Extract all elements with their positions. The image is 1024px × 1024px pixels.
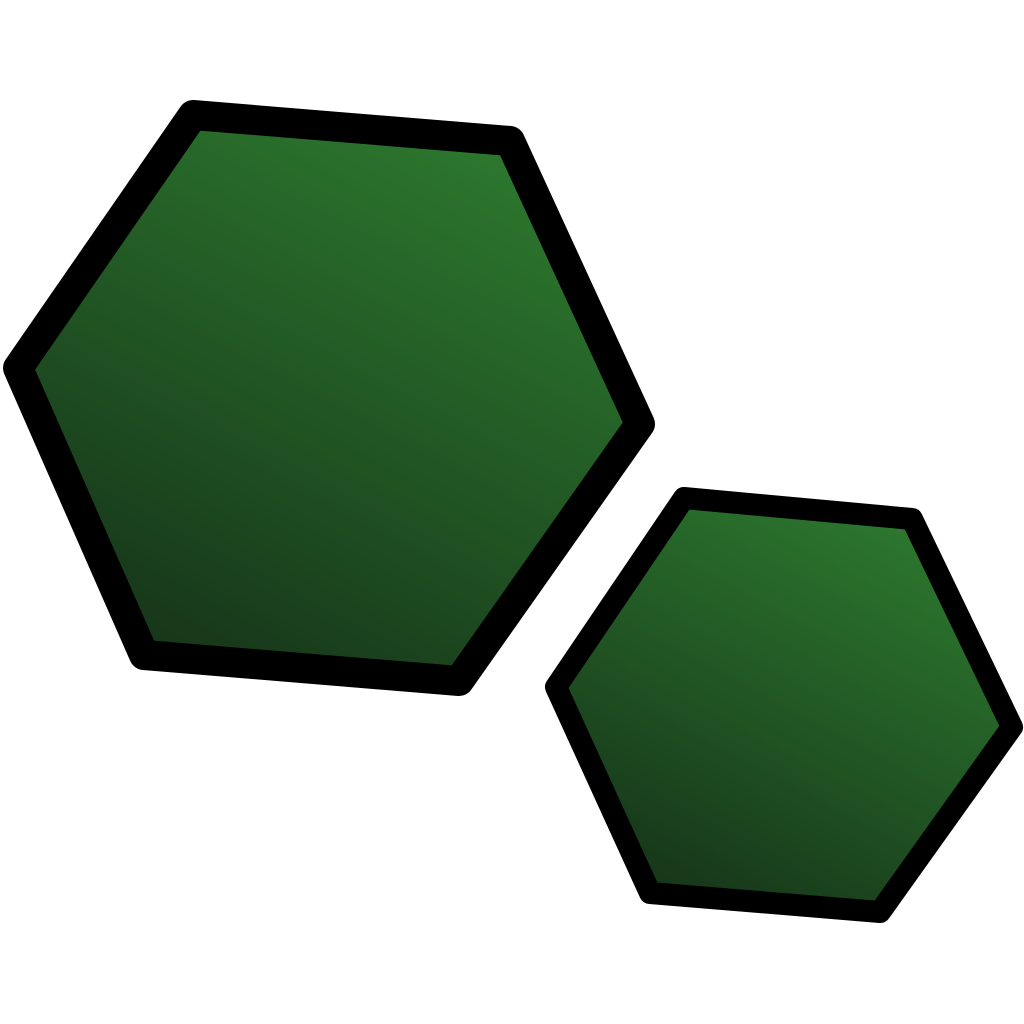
large-hexagon xyxy=(3,100,655,696)
small-hexagon xyxy=(545,487,1023,923)
